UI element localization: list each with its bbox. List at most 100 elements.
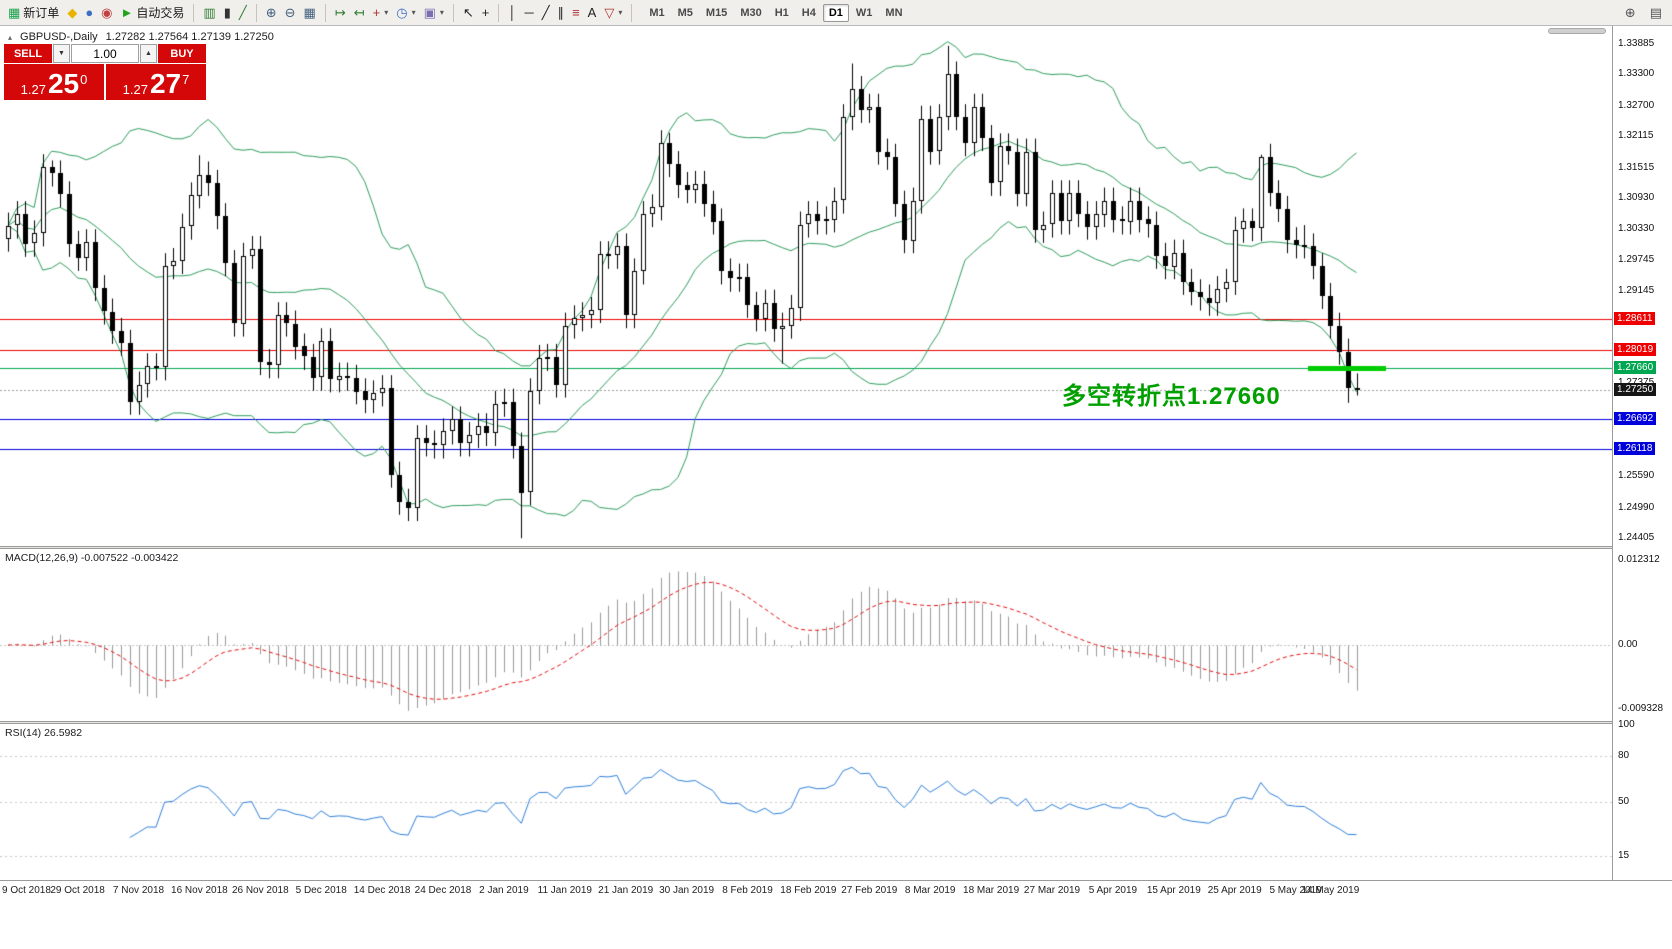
zoom-out-icon: ⊖ — [284, 4, 296, 20]
zoom-out-button[interactable]: ⊖ — [281, 4, 300, 22]
panel-separator-macd[interactable] — [0, 546, 1672, 549]
date-axis[interactable]: 9 Oct 2018 29 Oct 2018 7 Nov 2018 16 Nov 20… — [0, 882, 1672, 900]
toolbar: ▦ 新订单 ◆ ● ◉ ► 自动交易 ▥ ▮ ╱ ⊕ ⊖ ▦ ↦ ↤ + ▾ ◷ ▾ ▣ ▾ ↖ + │ ─ ╱ ∥ ≡ A ▽ ▾ M1 M… — [0, 0, 1672, 26]
dropdown-arrow-icon[interactable]: ▾ — [411, 8, 416, 17]
timeframe-d1[interactable]: D1 — [822, 3, 849, 22]
chevron-up-icon: ▲ — [145, 50, 152, 57]
market-watch-button[interactable]: ● — [81, 4, 97, 22]
price-axis-tick: 1.33300 — [1618, 68, 1655, 80]
autotrading-button[interactable]: ► 自动交易 — [117, 2, 189, 23]
popup-prices-icon: ▤ — [1649, 5, 1662, 20]
new-order-button[interactable]: ▦ 新订单 — [4, 2, 63, 23]
dropdown-arrow-icon[interactable]: ▾ — [384, 8, 389, 17]
periods-button[interactable]: ◷ ▾ — [392, 4, 419, 22]
tile-windows-button[interactable]: ▦ — [300, 4, 320, 22]
date-axis-tick: 26 Nov 2018 — [231, 885, 289, 896]
toolbar-separator — [193, 3, 195, 22]
symbol-info: ▴ GBPUSD-,Daily 1.27282 1.27564 1.27139 … — [8, 31, 274, 43]
vertical-line-button[interactable]: │ — [504, 4, 520, 22]
date-axis-tick: 30 Jan 2019 — [659, 885, 715, 896]
date-axis-tick: 7 Nov 2018 — [112, 885, 165, 896]
macd-canvas[interactable] — [0, 549, 1612, 721]
rsi-axis-tick: 50 — [1618, 796, 1630, 807]
date-axis-tick: 14 May 2019 — [1301, 885, 1360, 896]
price-axis-tick: 1.30330 — [1618, 223, 1655, 235]
crosshair-button[interactable]: + — [478, 4, 494, 22]
zoom-in-icon: ⊕ — [265, 4, 277, 20]
tile-windows-icon: ▦ — [303, 4, 316, 20]
price-axis-tick: 1.24405 — [1618, 532, 1655, 543]
timeframe-m15[interactable]: M15 — [705, 6, 728, 19]
buy-price-box[interactable]: 1.27 27 7 — [106, 64, 206, 100]
chart-scrollbar-thumb[interactable] — [1548, 28, 1606, 34]
metaeditor-button[interactable]: ◆ — [63, 4, 81, 22]
main-chart-canvas[interactable] — [0, 26, 1612, 546]
text-button[interactable]: A — [584, 4, 601, 22]
buy-price-big: 27 — [149, 68, 182, 99]
timeframe-mn[interactable]: MN — [885, 6, 903, 19]
autotrading-button-label: 自动交易 — [136, 6, 185, 20]
timeframe-group: M1 M5 M15 M30 H1 H4 D1 W1 MN — [643, 3, 908, 22]
indicators-icon: + — [372, 4, 381, 20]
periods-icon: ◷ — [396, 4, 408, 20]
bar-chart-button[interactable]: ▥ — [199, 4, 219, 22]
date-axis-tick: 5 May 2019 — [1269, 885, 1322, 896]
popup-prices-button[interactable]: ▤ — [1646, 4, 1666, 22]
current-price-badge: 1.27250 — [1614, 382, 1657, 396]
data-window-button[interactable]: ◉ — [97, 4, 116, 22]
date-axis-tick: 2 Jan 2019 — [479, 885, 529, 896]
rsi-canvas[interactable] — [0, 724, 1612, 880]
chart-shift-button[interactable]: ↤ — [350, 4, 369, 22]
metaeditor-icon: ◆ — [67, 4, 78, 20]
vertical-line-icon: │ — [508, 4, 517, 20]
buy-button[interactable]: BUY — [158, 44, 206, 63]
timeframe-m30[interactable]: M30 — [740, 6, 762, 19]
price-axis-tick: 1.25590 — [1618, 470, 1655, 482]
macd-label: MACD(12,26,9) -0.007522 -0.003422 — [5, 552, 179, 564]
timeframe-w1[interactable]: W1 — [855, 6, 873, 19]
toolbar-separator — [452, 3, 454, 22]
dropdown-arrow-icon[interactable]: ▾ — [618, 8, 623, 17]
find-button[interactable]: ⊕ — [1621, 4, 1640, 22]
fibonacci-button[interactable]: ≡ — [568, 4, 584, 22]
timeframe-h1[interactable]: H1 — [774, 6, 789, 19]
volume-up-button[interactable]: ▲ — [140, 44, 157, 63]
candlestick-chart-button[interactable]: ▮ — [220, 4, 235, 22]
cursor-button[interactable]: ↖ — [459, 4, 478, 22]
price-axis[interactable]: 1.33885 1.33300 1.32700 1.32115 1.31515 1.309… — [1612, 26, 1672, 880]
macd-axis-tick: -0.009328 — [1618, 703, 1664, 715]
chart-shift-icon: ↤ — [353, 4, 365, 20]
buy-price-base: 1.27 — [122, 82, 148, 97]
panel-separator-rsi[interactable] — [0, 721, 1672, 724]
arrows-icon: ▽ — [604, 4, 615, 20]
timeframe-h4[interactable]: H4 — [801, 6, 816, 19]
auto-scroll-button[interactable]: ↦ — [331, 4, 350, 22]
price-axis-tick: 1.24990 — [1618, 501, 1655, 513]
volume-down-button[interactable]: ▼ — [53, 44, 70, 63]
rsi-axis-tick: 100 — [1618, 718, 1635, 730]
timeframe-m5[interactable]: M5 — [677, 6, 693, 19]
price-axis-tick: 1.29745 — [1618, 253, 1655, 265]
date-axis-tick: 14 Dec 2018 — [353, 885, 411, 896]
volume-input[interactable] — [71, 44, 139, 63]
dropdown-arrow-icon[interactable]: ▾ — [439, 8, 444, 17]
symbol-ohlc: 1.27282 1.27564 1.27139 1.27250 — [105, 31, 274, 43]
macd-axis-tick: 0.00 — [1618, 639, 1638, 650]
zoom-in-button[interactable]: ⊕ — [262, 4, 281, 22]
channel-button[interactable]: ∥ — [554, 4, 569, 22]
text-icon: A — [587, 4, 597, 20]
sell-price-box[interactable]: 1.27 25 0 — [4, 64, 104, 100]
pivot-annotation: 多空转折点1.27660 — [1062, 383, 1281, 410]
date-axis-tick: 8 Mar 2019 — [904, 885, 956, 896]
templates-button[interactable]: ▣ ▾ — [420, 4, 448, 22]
timeframe-m1[interactable]: M1 — [649, 6, 665, 19]
symbol-marker-icon: ▴ — [8, 32, 13, 42]
trendline-button[interactable]: ╱ — [538, 4, 554, 22]
line-chart-button[interactable]: ╱ — [235, 4, 251, 22]
date-axis-tick: 15 Apr 2019 — [1146, 885, 1201, 896]
new-order-icon: ▦ — [8, 4, 21, 20]
indicators-button[interactable]: + ▾ — [369, 4, 393, 22]
sell-button[interactable]: SELL — [4, 44, 52, 63]
arrows-button[interactable]: ▽ ▾ — [600, 4, 626, 22]
horizontal-line-button[interactable]: ─ — [521, 4, 538, 22]
